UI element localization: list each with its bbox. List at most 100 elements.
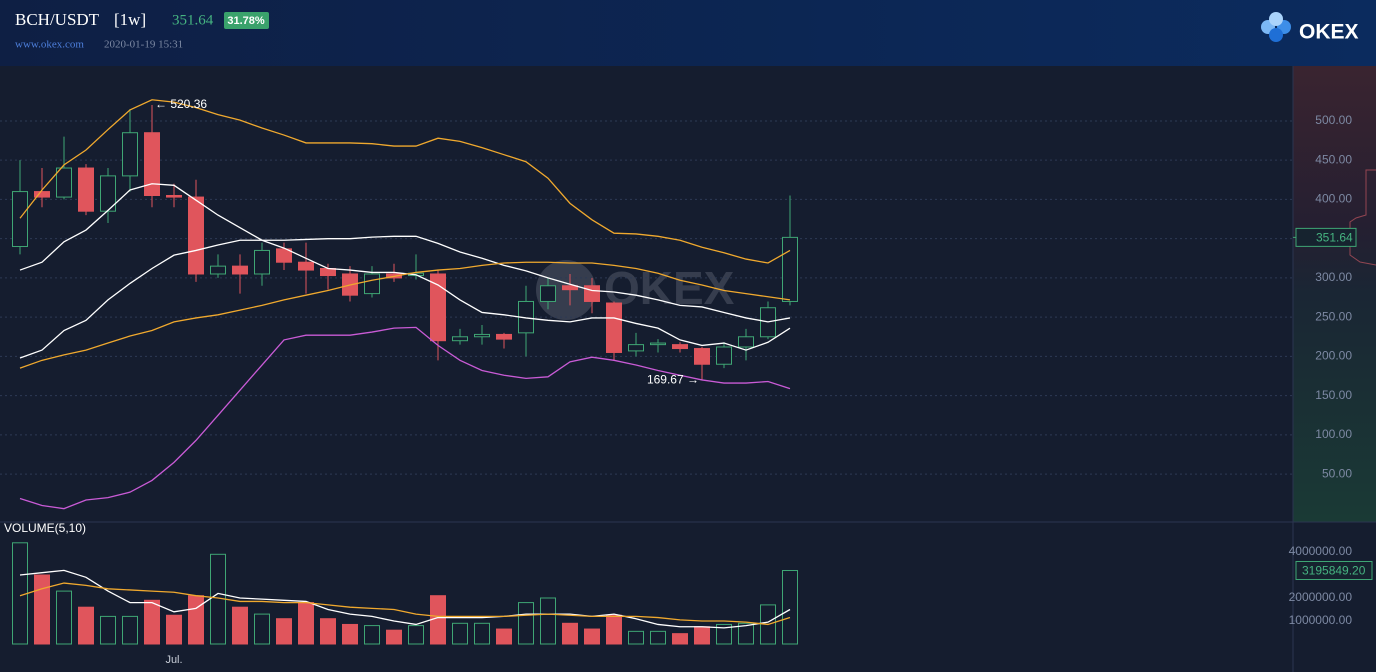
indicator-line (19, 235, 791, 359)
candle-body (782, 236, 798, 302)
indicator-line (19, 261, 791, 369)
volume-bar (78, 606, 94, 645)
volume-bar (518, 602, 534, 645)
logo-text: OKEX (1299, 21, 1359, 44)
candle-body (672, 344, 688, 350)
volume-bar (188, 595, 204, 645)
volume-bar (452, 622, 468, 645)
site: www.okex.com (15, 39, 84, 51)
time: 2020-01-19 15:31 (104, 39, 183, 51)
candle-body (12, 191, 28, 248)
candle-body (144, 132, 160, 197)
volume-bar (364, 625, 380, 645)
candle-body (78, 167, 94, 212)
volume-bar (386, 629, 402, 645)
candle-body (210, 265, 226, 275)
y-tick-label: 500.00 (1315, 113, 1352, 127)
last-volume-tag (1295, 560, 1373, 580)
volume-bar (408, 625, 424, 645)
indicator-line (19, 326, 791, 510)
candle-body (650, 342, 666, 346)
y-tick-label: 100.00 (1315, 427, 1352, 441)
change: 31.78% (227, 15, 265, 27)
depth-line (1349, 169, 1376, 266)
volume-bar (232, 606, 248, 645)
candle-body (166, 195, 182, 198)
candle-body (694, 348, 710, 365)
candle-body (606, 302, 622, 353)
last-price-label: 351.64 (1316, 231, 1353, 245)
volume-bar (144, 599, 160, 645)
volume-bar (716, 623, 732, 645)
volume-bar (672, 633, 688, 645)
candle-body (188, 196, 204, 275)
y-tick-label: 300.00 (1315, 270, 1352, 284)
volume-bar (122, 615, 138, 645)
volume-bar (298, 602, 314, 645)
candle-body (364, 273, 380, 295)
volume-bar (34, 574, 50, 645)
candle-body (540, 285, 556, 302)
volume-bar (56, 590, 72, 645)
candle-body (122, 132, 138, 177)
volume-bar (254, 613, 270, 645)
candle-body (276, 248, 292, 263)
volume-bar (738, 622, 754, 645)
y-tick-label: 400.00 (1315, 192, 1352, 206)
volume-bar (650, 630, 666, 645)
volume-bar (342, 623, 358, 645)
candle-body (298, 261, 314, 271)
last-volume-label: 3195849.20 (1302, 564, 1366, 578)
y-tick-label: 2000000.00 (1289, 590, 1353, 604)
volume-bar (782, 569, 798, 645)
y-tick-label: 150.00 (1315, 388, 1352, 402)
logo-icon (1261, 12, 1291, 42)
indicator-line (19, 99, 791, 264)
volume-bar (584, 628, 600, 645)
depth-shade (1293, 66, 1376, 522)
y-tick-label: 4000000.00 (1289, 544, 1353, 558)
indicator-line (19, 582, 791, 626)
last-price-tag (1295, 227, 1357, 247)
volume-bar (320, 618, 336, 645)
candle-body (738, 336, 754, 348)
candle-body (474, 333, 490, 338)
y-tick-label: 200.00 (1315, 349, 1352, 363)
volume-bar (276, 618, 292, 645)
volume-bar (100, 615, 116, 645)
change-badge (224, 12, 269, 29)
candle-body (232, 265, 248, 275)
volume-bar (606, 614, 622, 645)
candle-body (562, 285, 578, 291)
y-tick-label: 1000000.00 (1289, 613, 1353, 627)
annotation: 169.67 → (647, 372, 699, 386)
candle-body (584, 285, 600, 302)
indicator-line (19, 183, 791, 351)
candle-body (254, 249, 270, 275)
annotation: ← 520.36 (155, 97, 207, 111)
candle-body (34, 191, 50, 198)
volume-bar (540, 597, 556, 645)
candle-body (320, 267, 336, 277)
volume-bar (496, 628, 512, 645)
candle-body (452, 336, 468, 342)
candle-body (628, 344, 644, 352)
volume-bar (474, 622, 490, 645)
y-tick-label: 450.00 (1315, 152, 1352, 166)
candle-body (716, 346, 732, 365)
interval: [1w] (114, 10, 146, 29)
volume-bar (166, 614, 182, 645)
y-tick-label: 50.00 (1322, 466, 1352, 480)
volume-bar (628, 630, 644, 645)
pane-title: VOLUME(5,10) (4, 521, 86, 535)
candle-body (496, 333, 512, 340)
candle-body (430, 273, 446, 342)
candle-body (56, 167, 72, 198)
x-tick-label: Jul. (165, 654, 182, 666)
y-tick-label: 250.00 (1315, 309, 1352, 323)
header-bar (0, 0, 1376, 66)
volume-bar (694, 626, 710, 645)
